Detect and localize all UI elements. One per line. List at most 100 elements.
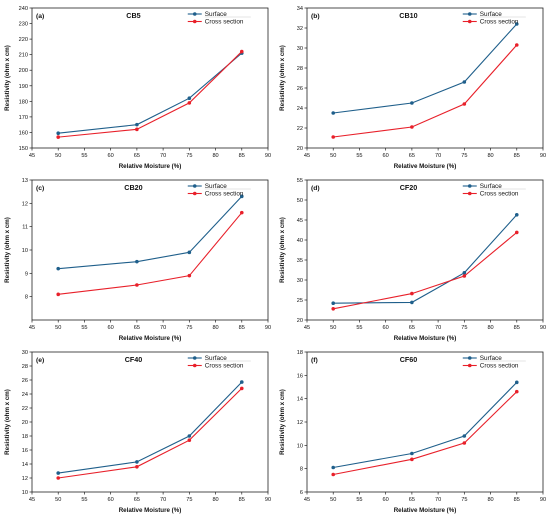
x-tick-label: 50	[55, 153, 61, 159]
x-tick-label: 90	[540, 325, 546, 331]
y-axis-title: Resistivity (ohm x cm)	[279, 45, 286, 111]
series-line-surface	[333, 214, 518, 304]
x-tick-label: 90	[540, 153, 546, 159]
x-tick-label: 70	[435, 153, 441, 159]
data-point-cross-section	[462, 102, 467, 106]
data-point-surface	[187, 434, 192, 438]
panel-title: CB5	[126, 11, 140, 20]
x-tick-label: 70	[435, 325, 441, 331]
data-point-surface	[514, 380, 519, 385]
y-tick-label: 30	[297, 278, 303, 284]
y-tick-label: 26	[297, 86, 303, 92]
panel-letter: (c)	[36, 185, 44, 192]
data-point-surface	[410, 451, 414, 456]
y-tick-label: 25	[297, 298, 303, 304]
y-axis-title: Resistivity (ohm x cm)	[4, 217, 11, 283]
y-tick-label: 30	[297, 46, 303, 52]
data-point-cross-section	[187, 101, 192, 105]
x-tick-label: 70	[160, 325, 166, 331]
x-tick-label: 50	[55, 325, 61, 331]
data-point-cross-section	[331, 307, 336, 311]
y-tick-label: 230	[19, 22, 28, 28]
series-line-surface	[58, 52, 243, 134]
y-tick-label: 12	[297, 420, 303, 426]
plot-frame	[31, 351, 269, 493]
x-axis-title: Relative Moisture (%)	[394, 507, 457, 514]
y-tick-label: 200	[19, 68, 28, 74]
data-point-surface	[135, 460, 139, 464]
data-point-cross-section	[410, 291, 414, 296]
data-point-cross-section	[239, 49, 244, 54]
data-point-surface	[462, 80, 467, 84]
legend-label: Cross section	[480, 191, 519, 198]
legend-label: Cross section	[480, 19, 519, 26]
data-point-surface	[331, 301, 336, 305]
x-tick-label: 45	[304, 497, 310, 503]
x-tick-label: 55	[81, 153, 87, 159]
data-point-cross-section	[56, 135, 61, 139]
data-point-cross-section	[135, 465, 139, 469]
panel-title: CB20	[124, 183, 142, 192]
y-tick-label: 28	[297, 66, 303, 72]
data-point-cross-section	[135, 283, 139, 287]
x-tick-label: 60	[383, 153, 389, 159]
y-tick-label: 11	[22, 225, 28, 231]
legend-label: Cross section	[205, 19, 244, 26]
y-tick-label: 22	[297, 126, 303, 132]
x-tick-label: 55	[356, 153, 362, 159]
series-line-surface	[58, 195, 243, 270]
x-tick-label: 70	[160, 153, 166, 159]
data-point-surface	[410, 300, 414, 305]
data-point-cross-section	[239, 210, 244, 215]
y-tick-label: 34	[297, 6, 303, 12]
data-point-surface	[331, 465, 336, 470]
y-tick-label: 18	[22, 434, 28, 440]
data-point-cross-section	[135, 127, 139, 132]
x-tick-label: 65	[409, 325, 415, 331]
y-tick-label: 18	[297, 350, 303, 356]
y-tick-label: 210	[19, 53, 28, 59]
data-point-cross-section	[514, 389, 519, 394]
y-tick-label: 10	[22, 248, 28, 254]
x-tick-label: 90	[265, 153, 271, 159]
panel-letter: (b)	[311, 13, 320, 20]
y-tick-label: 24	[22, 392, 28, 398]
y-tick-label: 170	[19, 115, 28, 121]
x-tick-label: 65	[409, 153, 415, 159]
x-tick-label: 55	[356, 497, 362, 503]
x-tick-label: 60	[383, 325, 389, 331]
chart-panel-6: 45 50 55 60 65 70 75 80 85 90 6 8 10 12 14 16 18 Relative…	[279, 350, 546, 514]
legend-marker	[467, 363, 472, 368]
x-tick-label: 75	[186, 153, 192, 159]
series-line-surface	[333, 23, 518, 114]
legend-label: Cross section	[205, 363, 244, 370]
x-tick-label: 50	[55, 497, 61, 503]
legend-label: Surface	[205, 355, 227, 362]
y-tick-label: 220	[19, 37, 28, 43]
chart-panel-4: 45 50 55 60 65 70 75 80 85 90 20 25 30 35 40 45 50 55 Rela…	[279, 178, 546, 342]
y-tick-label: 8	[25, 295, 28, 301]
x-tick-label: 80	[487, 153, 493, 159]
x-tick-label: 90	[265, 325, 271, 331]
x-axis-title: Relative Moisture (%)	[119, 507, 182, 514]
y-tick-label: 160	[19, 130, 28, 136]
y-tick-label: 10	[297, 443, 303, 449]
x-tick-label: 55	[356, 325, 362, 331]
x-tick-label: 75	[461, 325, 467, 331]
data-point-surface	[239, 380, 244, 384]
y-tick-label: 30	[22, 350, 28, 356]
y-tick-label: 13	[22, 178, 28, 184]
plot-frame	[31, 7, 269, 149]
legend-marker	[467, 356, 472, 360]
data-point-cross-section	[239, 386, 244, 391]
data-point-surface	[187, 96, 192, 101]
x-tick-label: 85	[514, 325, 520, 331]
y-tick-label: 12	[22, 476, 28, 482]
x-tick-label: 75	[461, 153, 467, 159]
y-tick-label: 28	[22, 364, 28, 370]
legend-label: Surface	[205, 11, 227, 18]
y-axis-title: Resistivity (ohm x cm)	[279, 217, 286, 283]
y-tick-label: 16	[22, 448, 28, 454]
data-point-cross-section	[187, 438, 192, 442]
